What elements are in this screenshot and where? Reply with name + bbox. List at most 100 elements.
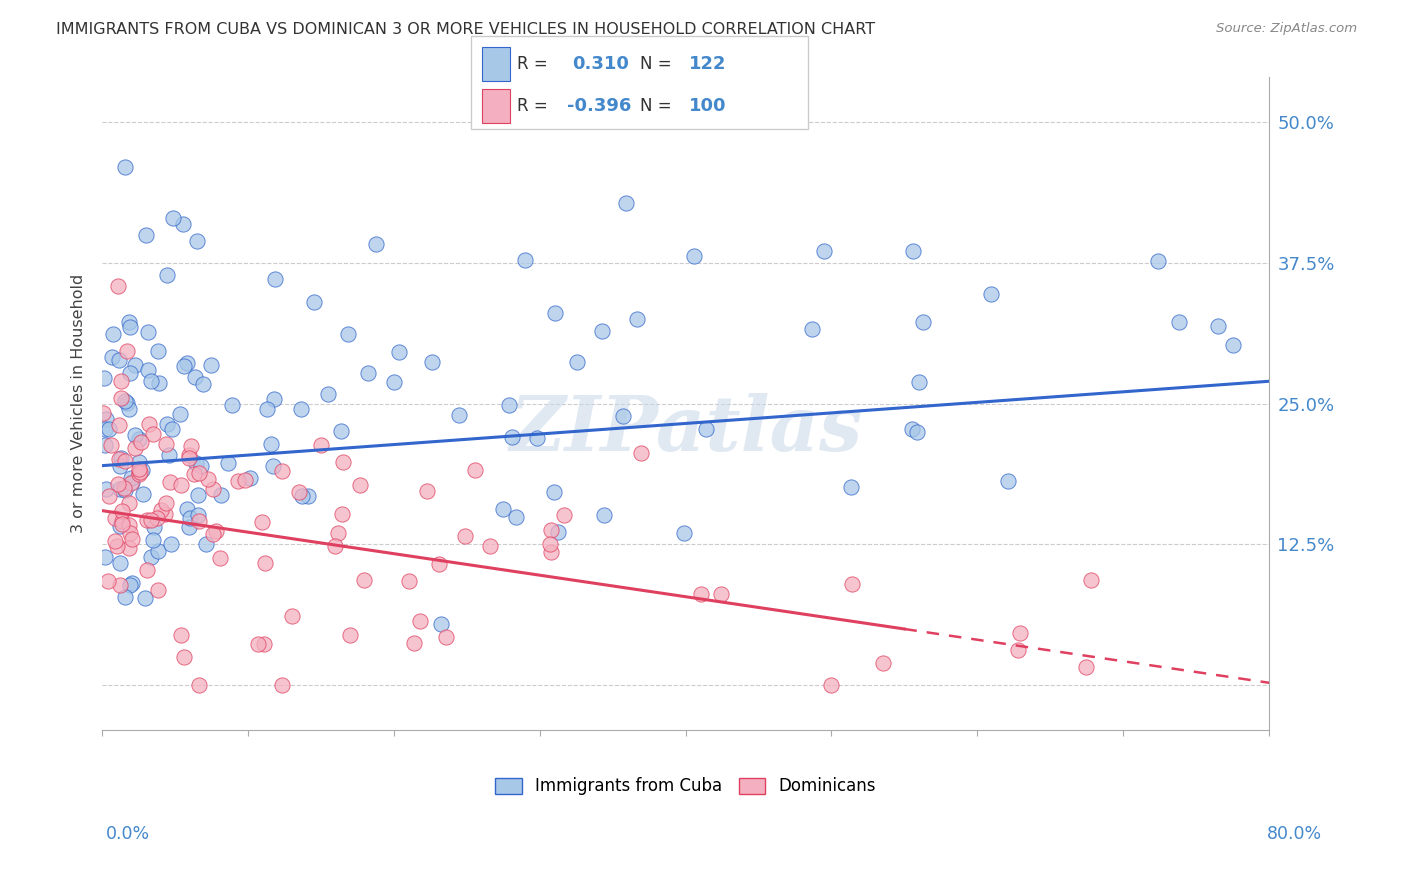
Point [710, 587, 733, 601]
Point [492, 501, 515, 516]
Point [404, 635, 426, 649]
Point [118, 525, 141, 540]
Point [110, 391, 132, 405]
Point [107, 417, 129, 432]
Text: N =: N = [640, 97, 676, 115]
Point [107, 476, 129, 491]
Point [208, 551, 231, 566]
Point [290, 402, 312, 417]
Point [612, 409, 634, 423]
Point [191, 376, 214, 391]
Point [187, 466, 209, 480]
Point [202, 527, 225, 541]
Point [93, 371, 115, 385]
Point [501, 430, 523, 444]
Point [349, 478, 371, 492]
Text: 122: 122 [689, 54, 727, 73]
Point [114, 454, 136, 468]
Point [626, 312, 648, 326]
Point [209, 488, 232, 502]
Point [142, 427, 165, 442]
Point [131, 462, 153, 476]
Point [128, 465, 150, 479]
Point [111, 514, 134, 528]
Point [464, 463, 486, 477]
Point [110, 450, 132, 465]
Point [337, 326, 360, 341]
Point [132, 487, 155, 501]
Point [139, 513, 162, 527]
Point [253, 556, 276, 570]
Point [235, 473, 257, 487]
Point [540, 545, 562, 559]
Point [142, 520, 165, 534]
Point [221, 398, 243, 412]
Point [124, 428, 146, 442]
Point [1010, 626, 1032, 640]
Point [136, 363, 159, 377]
Point [108, 353, 131, 368]
Text: IMMIGRANTS FROM CUBA VS DOMINICAN 3 OR MORE VEHICLES IN HOUSEHOLD CORRELATION CH: IMMIGRANTS FROM CUBA VS DOMINICAN 3 OR M… [56, 22, 876, 37]
Point [118, 496, 141, 510]
Text: N =: N = [640, 54, 676, 73]
Point [820, 678, 842, 692]
Point [186, 234, 208, 248]
Point [872, 656, 894, 670]
Point [226, 475, 249, 489]
Point [398, 574, 420, 589]
Point [104, 510, 127, 524]
Point [1080, 573, 1102, 587]
Point [128, 467, 150, 482]
Point [290, 489, 312, 503]
Point [908, 376, 931, 390]
Point [100, 438, 122, 452]
Point [120, 578, 142, 592]
Text: -0.396: -0.396 [567, 97, 631, 115]
Point [101, 327, 124, 342]
Point [800, 322, 823, 336]
Point [912, 314, 935, 328]
Point [316, 387, 339, 401]
Point [429, 616, 451, 631]
Text: 0.310: 0.310 [572, 54, 628, 73]
Point [149, 503, 172, 517]
Point [94, 483, 117, 497]
Point [115, 396, 138, 410]
Point [201, 482, 224, 496]
Point [323, 539, 346, 553]
Point [247, 637, 270, 651]
Point [141, 374, 163, 388]
Point [547, 524, 569, 539]
Point [614, 196, 637, 211]
Point [128, 465, 150, 479]
Point [170, 628, 193, 642]
Point [553, 508, 575, 522]
Point [104, 534, 127, 549]
Point [200, 358, 222, 372]
Point [1222, 337, 1244, 351]
Point [256, 402, 278, 417]
Point [436, 631, 458, 645]
Point [118, 541, 141, 555]
Point [124, 359, 146, 373]
Point [538, 537, 561, 551]
Point [905, 425, 928, 439]
Point [690, 586, 713, 600]
Point [173, 359, 195, 373]
Legend: Immigrants from Cuba, Dominicans: Immigrants from Cuba, Dominicans [488, 771, 883, 802]
Point [302, 294, 325, 309]
Point [107, 451, 129, 466]
Point [142, 533, 165, 547]
Point [239, 471, 262, 485]
Point [141, 549, 163, 564]
Point [297, 489, 319, 503]
Point [157, 448, 180, 462]
Point [427, 557, 450, 571]
Point [339, 628, 361, 642]
Point [184, 456, 207, 470]
Point [94, 438, 117, 452]
Point [180, 439, 202, 453]
Point [108, 458, 131, 473]
Point [155, 507, 177, 521]
Point [110, 374, 132, 388]
